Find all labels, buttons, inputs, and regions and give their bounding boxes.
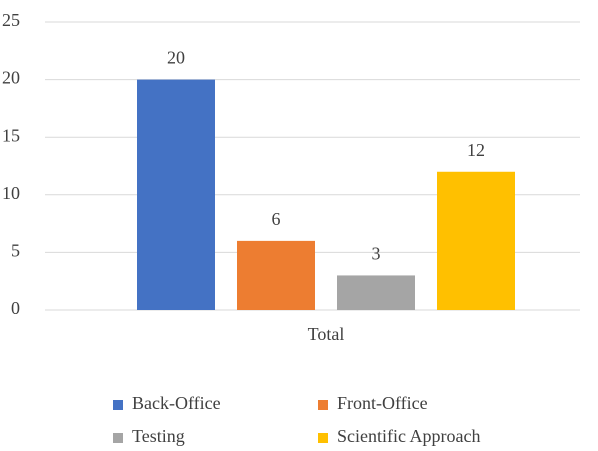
legend-label: Front-Office xyxy=(337,393,428,413)
data-label: 20 xyxy=(167,48,185,68)
data-label: 3 xyxy=(372,244,381,264)
legend-label: Scientific Approach xyxy=(337,426,480,446)
y-tick-label: 20 xyxy=(2,68,20,88)
bar xyxy=(237,240,315,310)
y-tick-label: 15 xyxy=(2,125,20,145)
y-tick-label: 25 xyxy=(2,10,20,30)
y-tick-label: 10 xyxy=(2,183,20,203)
data-label: 6 xyxy=(272,209,281,229)
data-label: 12 xyxy=(467,140,485,160)
y-tick-label: 0 xyxy=(11,298,20,318)
legend-swatch xyxy=(318,400,328,410)
y-tick-label: 5 xyxy=(11,241,20,261)
bar xyxy=(137,79,215,310)
x-tick-label: Total xyxy=(308,324,345,344)
bar xyxy=(337,275,415,310)
legend-swatch xyxy=(318,433,328,443)
bar xyxy=(437,171,515,310)
legend-swatch xyxy=(113,400,123,410)
legend-swatch xyxy=(113,433,123,443)
legend-label: Testing xyxy=(132,426,185,446)
legend-label: Back-Office xyxy=(132,393,221,413)
